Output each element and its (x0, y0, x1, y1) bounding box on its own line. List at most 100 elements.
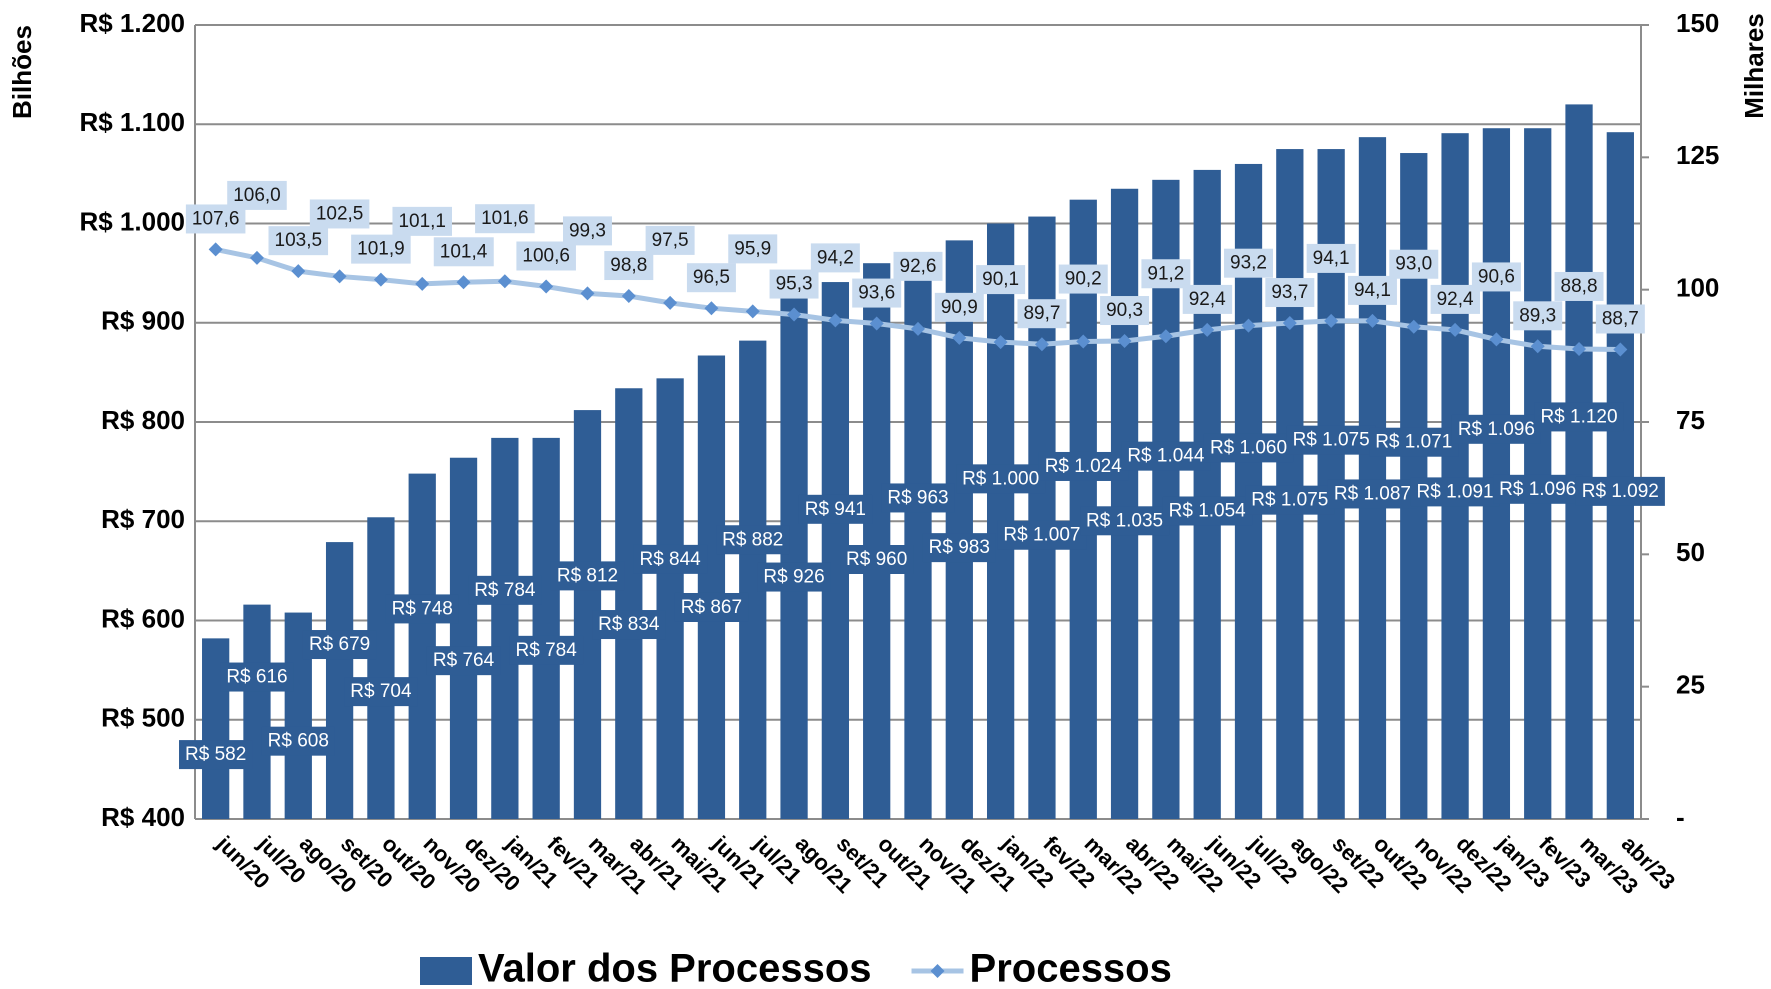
data-label: 90,9 (934, 292, 984, 322)
data-label: 93,2 (1224, 248, 1274, 278)
data-label-text: R$ 983 (929, 537, 990, 558)
bar (1441, 133, 1469, 819)
data-label: R$ 704 (344, 677, 418, 707)
y-tick-label: R$ 1.100 (79, 107, 185, 137)
y2-tick-label: 125 (1676, 140, 1719, 170)
data-label: 92,4 (1430, 284, 1481, 314)
bar (449, 457, 478, 819)
label-box (351, 234, 411, 264)
data-label-text: 95,9 (734, 238, 771, 259)
label-box (1286, 425, 1376, 455)
line-marker (952, 330, 967, 345)
label-box (261, 726, 335, 756)
data-label-text: 96,5 (693, 267, 730, 288)
data-label: R$ 867 (674, 592, 749, 622)
label-box (1534, 402, 1624, 432)
label-box (268, 226, 329, 256)
data-label-text: 95,3 (776, 274, 813, 295)
y-tick-label: R$ 1.000 (79, 206, 185, 236)
label-box (810, 243, 860, 273)
data-label-text: 107,6 (192, 208, 240, 229)
data-label-text: 100,6 (522, 246, 570, 267)
y2-tick-label: 150 (1676, 8, 1719, 38)
label-box (1430, 284, 1481, 314)
data-label-text: R$ 608 (268, 731, 329, 752)
bar (1358, 137, 1387, 820)
line-marker (1489, 332, 1504, 347)
line-marker (1282, 316, 1297, 331)
data-label: 96,5 (686, 263, 736, 293)
data-label-text: R$ 963 (887, 487, 948, 508)
label-box (1080, 506, 1170, 536)
line-marker (1158, 329, 1173, 344)
data-label-text: R$ 844 (639, 549, 701, 570)
data-label: R$ 1.044 (1121, 441, 1211, 471)
label-box (1451, 414, 1541, 444)
label-box (604, 251, 654, 281)
data-label: 88,8 (1554, 271, 1604, 301)
label-box (881, 483, 955, 513)
label-box (1245, 485, 1335, 515)
data-label: R$ 1.075 (1286, 425, 1376, 455)
label-box (1327, 479, 1418, 509)
data-label-text: 90,2 (1065, 269, 1102, 290)
data-label: 101,9 (351, 234, 411, 264)
line-marker (911, 321, 925, 336)
label-box (1224, 248, 1274, 278)
line-marker (497, 274, 512, 289)
data-label: R$ 844 (633, 544, 708, 574)
data-label: 89,7 (1017, 299, 1067, 329)
label-box (509, 635, 584, 665)
y-tick-label: R$ 700 (101, 504, 185, 534)
legend-swatch-marker (930, 964, 945, 978)
data-label: R$ 1.060 (1203, 433, 1294, 463)
data-label: R$ 679 (302, 630, 377, 660)
bar (1524, 128, 1552, 820)
data-label: 95,9 (728, 234, 778, 264)
data-label-text: 93,7 (1271, 282, 1308, 303)
data-label-text: 101,1 (398, 211, 446, 232)
line-marker (332, 269, 347, 284)
data-label: R$ 834 (592, 610, 666, 640)
line-marker (1572, 341, 1587, 356)
line-marker (373, 272, 388, 287)
data-label-text: 98,8 (610, 255, 647, 276)
label-box (1058, 264, 1108, 294)
data-label-text: 94,1 (1354, 280, 1391, 301)
data-label: R$ 616 (220, 662, 294, 692)
label-box (1100, 296, 1150, 326)
data-label: R$ 1.096 (1493, 474, 1583, 504)
label-box (728, 234, 778, 264)
data-label-text: R$ 1.024 (1045, 456, 1123, 477)
label-box (1141, 259, 1191, 289)
data-label-text: R$ 1.091 (1417, 481, 1494, 502)
line-marker (291, 264, 306, 279)
y-tick-label: R$ 500 (101, 703, 185, 733)
data-label-text: R$ 941 (805, 499, 866, 520)
data-label: R$ 582 (179, 740, 253, 770)
label-box (1265, 278, 1315, 308)
bar (1193, 169, 1221, 819)
line-marker (1076, 334, 1091, 349)
bar (532, 437, 560, 819)
data-label-text: 94,2 (817, 247, 854, 268)
data-label-text: 101,4 (440, 241, 488, 262)
data-label: 94,1 (1347, 275, 1397, 305)
bar (863, 263, 891, 819)
label-box (633, 544, 708, 574)
label-box (1017, 299, 1067, 329)
data-label-text: R$ 784 (516, 640, 578, 661)
line-marker (456, 275, 471, 290)
data-label: 97,5 (645, 225, 695, 255)
label-box (840, 544, 914, 574)
label-box (893, 251, 943, 281)
data-label-text: 101,6 (481, 208, 529, 229)
data-label: R$ 1.024 (1038, 451, 1129, 481)
data-label: R$ 1.071 (1369, 427, 1459, 457)
label-box (592, 610, 666, 640)
data-label-text: R$ 1.087 (1334, 483, 1411, 504)
legend-swatch (420, 957, 472, 985)
data-label-text: R$ 1.054 (1169, 500, 1247, 521)
data-label-text: 90,9 (941, 297, 978, 318)
data-label: 95,3 (769, 269, 819, 299)
